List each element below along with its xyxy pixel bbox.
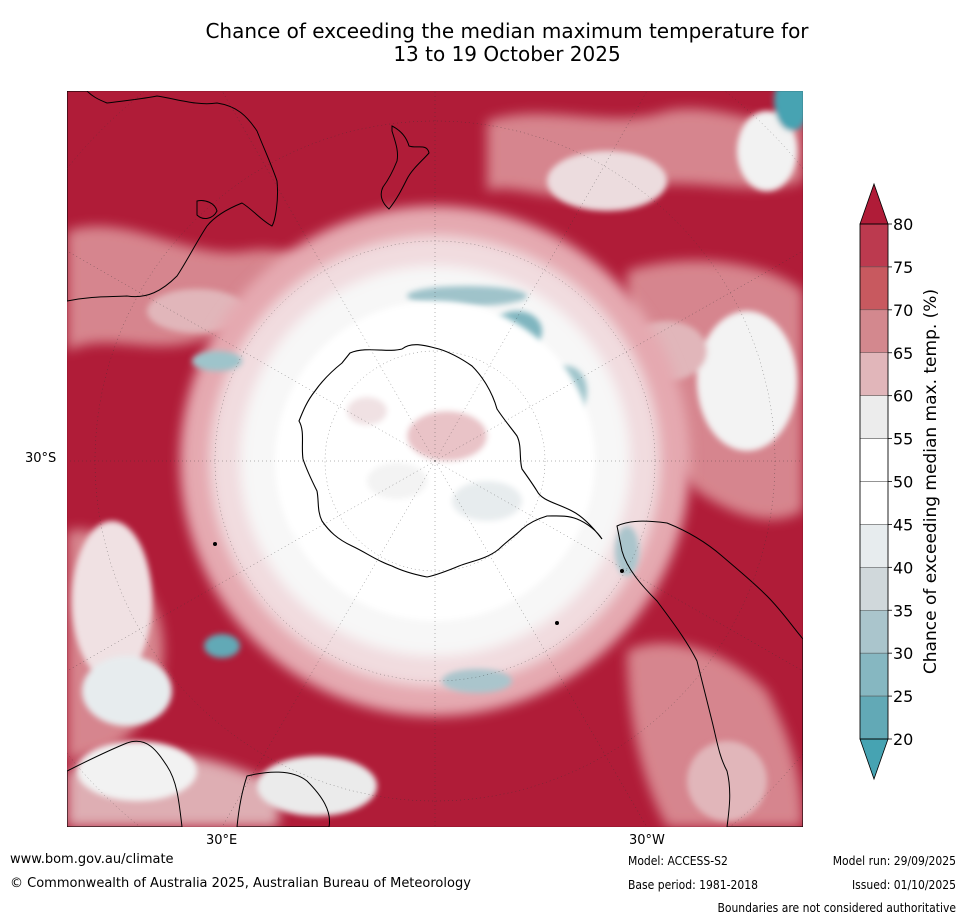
colorbar-segment	[859, 695, 889, 740]
issued-date: Issued: 01/10/2025	[851, 878, 956, 892]
colorbar-tick-label: 20	[893, 730, 913, 749]
colorbar-tick-label: 40	[893, 558, 913, 577]
map-title: Chance of exceeding the median maximum t…	[0, 20, 965, 66]
colorbar-segment	[859, 352, 889, 396]
colorbar-tick-label: 50	[893, 473, 913, 492]
graticule	[67, 91, 803, 827]
antarctica-coastline	[298, 344, 603, 578]
base-period: Base period: 1981-2018	[628, 878, 759, 892]
colorbar-tick-label: 30	[893, 644, 913, 663]
disclaimer: Boundaries are not considered authoritat…	[717, 901, 956, 915]
new-zealand-coastline	[380, 125, 430, 210]
lon-label-30w: 30°W	[629, 833, 665, 848]
map-border	[67, 91, 803, 827]
subtropical-light-patches	[72, 91, 803, 821]
colorbar-segment	[859, 652, 889, 697]
model-run: Model run: 29/09/2025	[832, 854, 956, 868]
south-america-coastline	[616, 520, 803, 827]
colorbar-segment	[859, 524, 889, 568]
colorbar-segment	[859, 438, 889, 482]
colorbar-extend-max	[859, 182, 889, 225]
probability-map	[67, 91, 803, 827]
africa-coastline	[67, 740, 183, 827]
colorbar-tick-label: 55	[893, 430, 913, 449]
copyright-text: © Commonwealth of Australia 2025, Austra…	[10, 876, 471, 891]
colorbar-tick-label: 65	[893, 344, 913, 363]
colorbar-segment	[859, 395, 889, 439]
website-link[interactable]: www.bom.gov.au/climate	[10, 852, 174, 867]
colorbar-tick-label: 80	[893, 215, 913, 234]
colorbar-segment	[859, 223, 889, 268]
colorbar-label: Chance of exceeding median max. temp. (%…	[921, 289, 941, 674]
colorbar-tick-label: 35	[893, 601, 913, 620]
title-line-2: 13 to 19 October 2025	[393, 42, 621, 66]
colorbar-segment	[859, 266, 889, 311]
model-name: Model: ACCESS-S2	[628, 854, 728, 868]
island-marker	[620, 569, 624, 573]
australia-coastline	[67, 91, 278, 302]
colorbar-tick-label: 70	[893, 301, 913, 320]
colorbar-tick-label: 75	[893, 258, 913, 277]
colorbar-outline	[859, 223, 889, 740]
colorbar-segment	[859, 567, 889, 611]
colorbar-tick-label: 60	[893, 387, 913, 406]
lon-label-30e: 30°E	[206, 833, 238, 848]
island-marker	[213, 542, 217, 546]
title-line-1: Chance of exceeding the median maximum t…	[205, 19, 809, 43]
island-marker	[555, 621, 559, 625]
colorbar-tick-label: 45	[893, 515, 913, 534]
colorbar-segment	[859, 610, 889, 654]
colorbar-segment	[859, 309, 889, 354]
colorbar-tick-label: 25	[893, 687, 913, 706]
colorbar-segment	[859, 481, 889, 525]
colorbar-extend-min	[859, 738, 889, 781]
lat-label: 30°S	[25, 451, 57, 466]
tasmania-coastline	[196, 200, 218, 219]
madagascar-coastline	[236, 771, 331, 827]
